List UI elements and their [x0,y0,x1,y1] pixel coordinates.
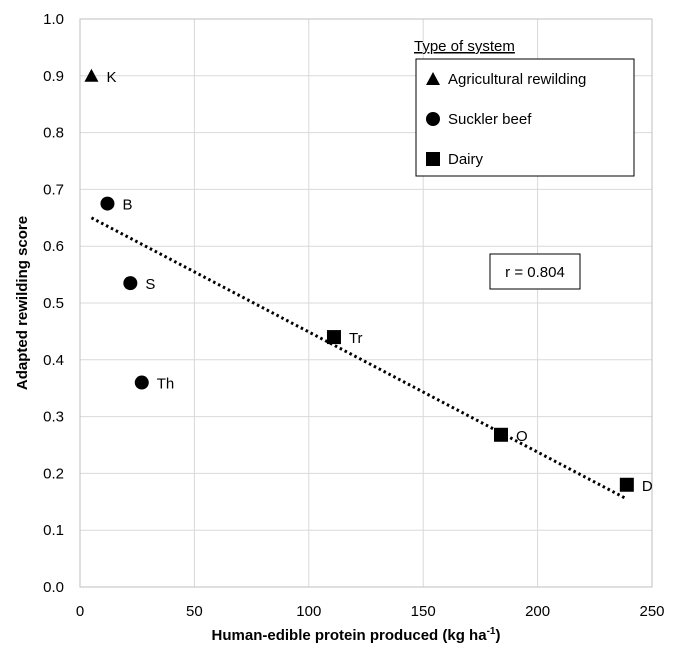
data-point-O [493,427,508,442]
y-tick-label: 0.5 [43,295,64,312]
x-tick-label: 150 [411,603,436,620]
data-point-Th [134,375,149,390]
legend-box [415,58,635,177]
trendline [90,216,628,501]
y-tick-label: 0.0 [43,579,64,596]
data-points: K B S Th Tr O D [84,68,653,495]
y-tick-label: 1.0 [43,11,64,28]
correlation-box [489,253,581,290]
y-tick-label: 0.2 [43,465,64,482]
x-axis-title-superscript: -1 [487,626,496,637]
point-label: S [145,276,155,293]
x-tick-label: 100 [296,603,321,620]
y-tick-label: 0.1 [43,522,64,539]
x-axis-title-close: ) [495,627,500,644]
legend: Type of system Agricultural rewilding Suc… [414,38,635,177]
plot-area-border [79,18,653,588]
legend-item-label: Suckler beef [448,111,532,128]
point-label: K [106,69,116,86]
x-tick-label: 200 [525,603,550,620]
x-tick-label: 50 [186,603,203,620]
legend-marker-triangle [426,72,440,85]
x-axis-title: Human-edible protein produced (kg ha-1) [212,626,501,644]
y-tick-label: 0.4 [43,352,64,369]
point-label: B [122,197,132,214]
point-label: Tr [349,330,363,347]
correlation-annotation: r = 0.804 [489,253,581,290]
legend-item-label: Dairy [448,151,484,168]
point-label: D [642,478,653,495]
x-axis-title-main: Human-edible protein produced (kg ha [212,627,488,644]
y-tick-label: 0.8 [43,125,64,142]
y-axis-title: Adapted rewilding score [14,216,31,390]
x-tick-label: 0 [76,603,84,620]
point-label: Th [157,376,175,393]
y-tick-label: 0.9 [43,68,64,85]
data-point-S [123,276,138,291]
y-tick-label: 0.7 [43,181,64,198]
trendline-group [90,216,628,501]
point-label: O [516,428,528,445]
legend-title: Type of system [414,38,515,55]
data-point-K [84,68,99,82]
legend-items: Agricultural rewilding Suckler beef Dairy [426,71,586,168]
correlation-text: r = 0.804 [505,264,565,281]
legend-item-label: Agricultural rewilding [448,71,586,88]
y-axis-ticks: 0.0 0.1 0.2 0.3 0.4 0.5 0.6 0.7 0.8 0.9 1.0 [43,11,64,596]
x-axis-ticks: 0 50 100 150 200 250 [76,603,665,620]
x-tick-label: 250 [639,603,664,620]
data-point-Tr [326,330,341,345]
data-point-B [100,196,115,211]
y-tick-label: 0.6 [43,238,64,255]
legend-marker-circle [426,112,440,126]
legend-marker-square [426,152,440,166]
data-point-D [619,477,634,492]
y-tick-label: 0.3 [43,409,64,426]
